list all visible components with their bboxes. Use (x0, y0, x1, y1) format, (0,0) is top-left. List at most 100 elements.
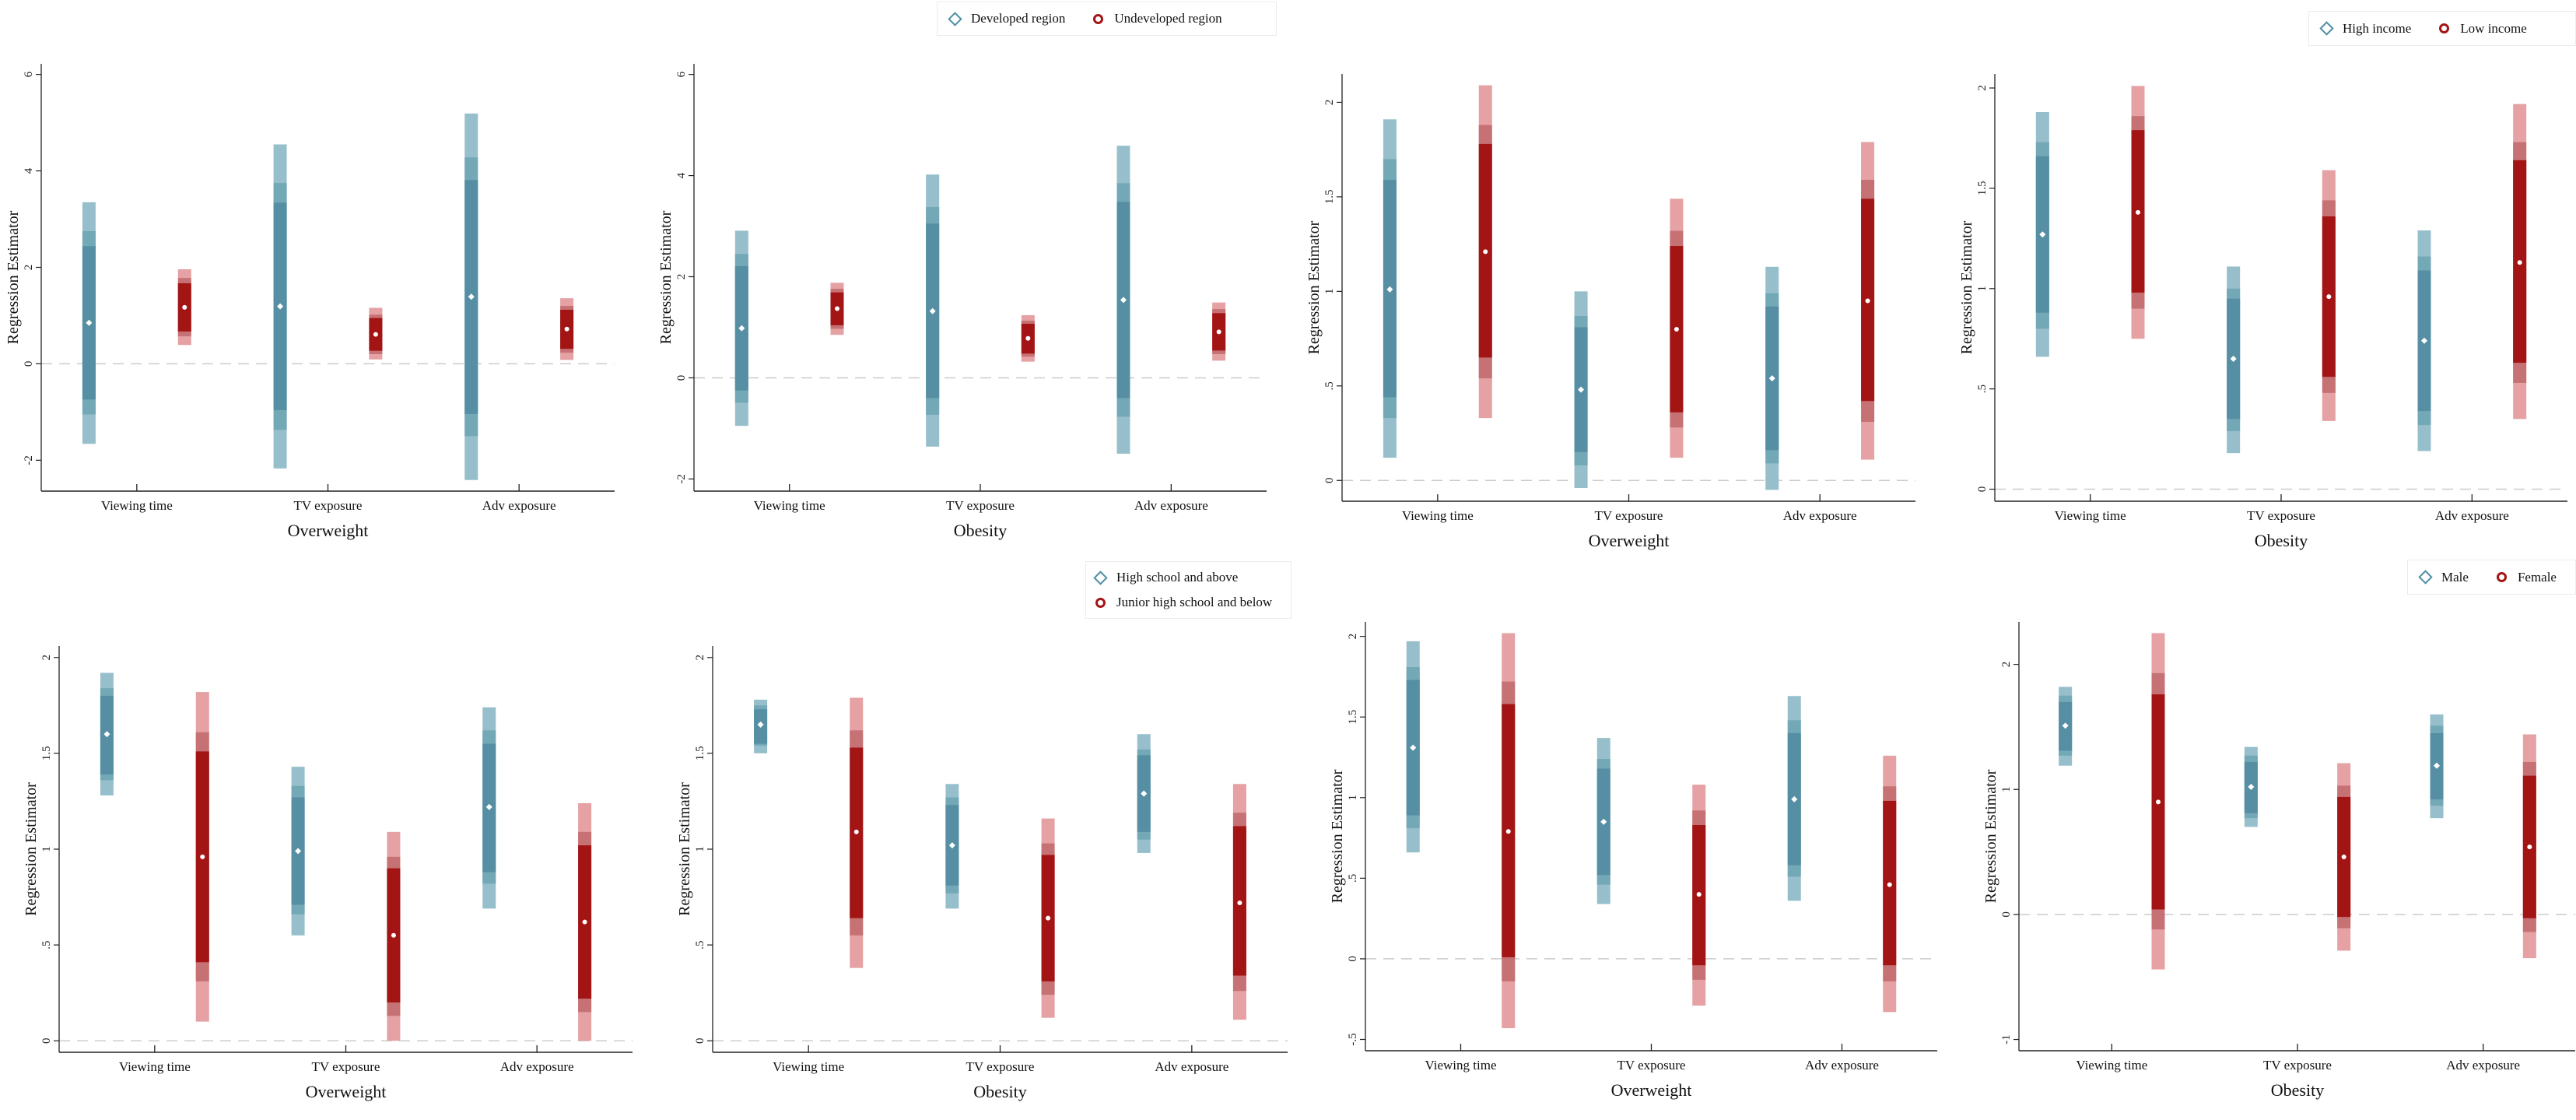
x-axis-title: Overweight (1589, 531, 1670, 550)
legend-label: Undeveloped region (1114, 11, 1222, 26)
y-tick-label: 1 (40, 846, 53, 852)
y-tick-label: 2 (1347, 634, 1359, 640)
x-axis-title: Overweight (306, 1082, 387, 1101)
category-label: Adv exposure (500, 1059, 574, 1074)
legend-label: High income (2343, 20, 2412, 36)
estimate-point (1791, 795, 1798, 802)
diamond-marker-icon (1093, 570, 1108, 585)
estimate-point (1386, 286, 1393, 293)
y-axis-title: Regression Estimator (1329, 769, 1346, 903)
chart-panel-4: 0 .5 1 1.5 2 Viewing time TV exposure Adv expos… (1929, 0, 2575, 560)
y-tick-label: 1 (1323, 289, 1336, 295)
chart-panel-2: -2 0 2 4 6 Viewing time TV exposure Adv exposur… (646, 0, 1292, 560)
estimate-point (1410, 744, 1417, 751)
y-tick-label: 0 (1323, 478, 1336, 484)
legend-education: High school and above Junior high school… (1085, 561, 1292, 619)
estimate-point (2248, 784, 2255, 791)
estimate-point (1865, 298, 1870, 304)
category-label: Viewing time (2076, 1058, 2147, 1073)
category-label: Adv exposure (1805, 1058, 1879, 1073)
estimate-point (1025, 335, 1031, 341)
y-tick-label: 1 (694, 846, 706, 852)
y-tick-label: 1 (1347, 795, 1359, 800)
estimate-point (835, 306, 839, 311)
x-axis-title: Obesity (973, 1082, 1026, 1101)
estimate-point (2517, 260, 2522, 265)
legend-label: Low income (2460, 20, 2527, 36)
chart-svg: 0 .5 1 1.5 2 Viewing time TV exposure Adv expos… (1306, 74, 1915, 550)
circle-marker-icon (1093, 13, 1104, 24)
estimate-point (1674, 326, 1679, 332)
estimate-point (2230, 356, 2237, 362)
category-label: TV exposure (312, 1059, 380, 1074)
estimate-point (1046, 915, 1051, 921)
y-tick-label: 0 (675, 375, 688, 381)
category-label: TV exposure (946, 498, 1015, 513)
estimate-point (2039, 231, 2046, 238)
estimate-point (485, 803, 492, 810)
legend-item: Developed region (948, 11, 1065, 26)
y-tick-label: 1.5 (1347, 710, 1359, 725)
estimate-point (182, 304, 188, 310)
estimate-point (2156, 799, 2161, 805)
y-tick-label: .5 (1347, 874, 1359, 883)
y-tick-label: 6 (23, 71, 35, 77)
estimate-point (757, 721, 764, 728)
legend-region: Developed region Undeveloped region (937, 2, 1277, 36)
estimate-point (1141, 790, 1148, 797)
y-tick-label: 4 (23, 167, 35, 174)
y-tick-label: 1.5 (694, 746, 706, 761)
y-tick-label: 0 (1347, 956, 1359, 962)
legend-label: Female (2517, 569, 2557, 585)
y-tick-label: .5 (40, 940, 53, 949)
category-label: Viewing time (2055, 508, 2126, 523)
estimate-point (1237, 900, 1242, 905)
chart-svg: 0 .5 1 1.5 2 Viewing time TV exposure Adv expos… (1958, 74, 2567, 550)
estimate-point (391, 932, 396, 938)
y-tick-label: .5 (694, 940, 706, 949)
category-label: TV exposure (2263, 1058, 2332, 1073)
estimate-point (86, 319, 93, 326)
legend-label: High school and above (1116, 570, 1239, 585)
estimate-point (2326, 294, 2332, 300)
estimate-point (200, 854, 205, 859)
y-tick-label: 2 (1976, 85, 1989, 91)
x-axis-title: Overweight (288, 521, 369, 540)
diamond-marker-icon (2418, 570, 2433, 585)
legend-item: Junior high school and below (1095, 595, 1272, 610)
x-axis-title: Obesity (2255, 531, 2308, 550)
category-label: Viewing time (1402, 508, 1474, 523)
chart-svg: -.5 0 .5 1 1.5 2 Viewing time TV exposure Adv ex… (1329, 622, 1937, 1100)
estimate-point (582, 919, 587, 925)
estimate-point (1696, 892, 1702, 897)
chart-panel-6: 0 .5 1 1.5 2 Viewing time TV exposure Adv expos… (646, 560, 1292, 1120)
legend-item: Low income (2439, 20, 2527, 37)
y-tick-label: 1.5 (1976, 181, 1989, 196)
chart-panel-8: -1 0 1 2 Viewing time TV exposure Adv exposure… (1929, 560, 2575, 1120)
estimate-point (929, 307, 936, 314)
y-tick-label: 2 (694, 655, 706, 661)
legend-income: High income Low income (2308, 11, 2576, 46)
category-label: Viewing time (119, 1059, 191, 1074)
x-axis-title: Overweight (1611, 1080, 1692, 1100)
category-label: Adv exposure (2435, 508, 2509, 523)
circle-marker-icon (2439, 23, 2450, 33)
x-axis-title: Obesity (2271, 1080, 2324, 1100)
y-tick-label: 6 (675, 71, 688, 77)
legend-gender: Male Female (2407, 560, 2576, 595)
estimate-point (2341, 855, 2346, 860)
category-label: TV exposure (294, 498, 363, 513)
circle-marker-icon (2496, 572, 2507, 582)
estimate-point (1120, 297, 1127, 304)
y-tick-label: 4 (675, 172, 688, 178)
y-tick-label: 2 (2000, 662, 2013, 668)
estimate-point (1483, 249, 1488, 255)
estimate-point (1600, 818, 1607, 825)
diamond-marker-icon (948, 11, 962, 26)
chart-panel-1: -2 0 2 4 6 Viewing time TV exposure Adv exposur… (0, 0, 646, 560)
y-tick-label: 2 (675, 274, 688, 280)
estimate-point (277, 303, 284, 310)
y-tick-label: -2 (675, 474, 688, 484)
estimate-point (2434, 762, 2440, 769)
circle-marker-icon (1095, 597, 1106, 608)
